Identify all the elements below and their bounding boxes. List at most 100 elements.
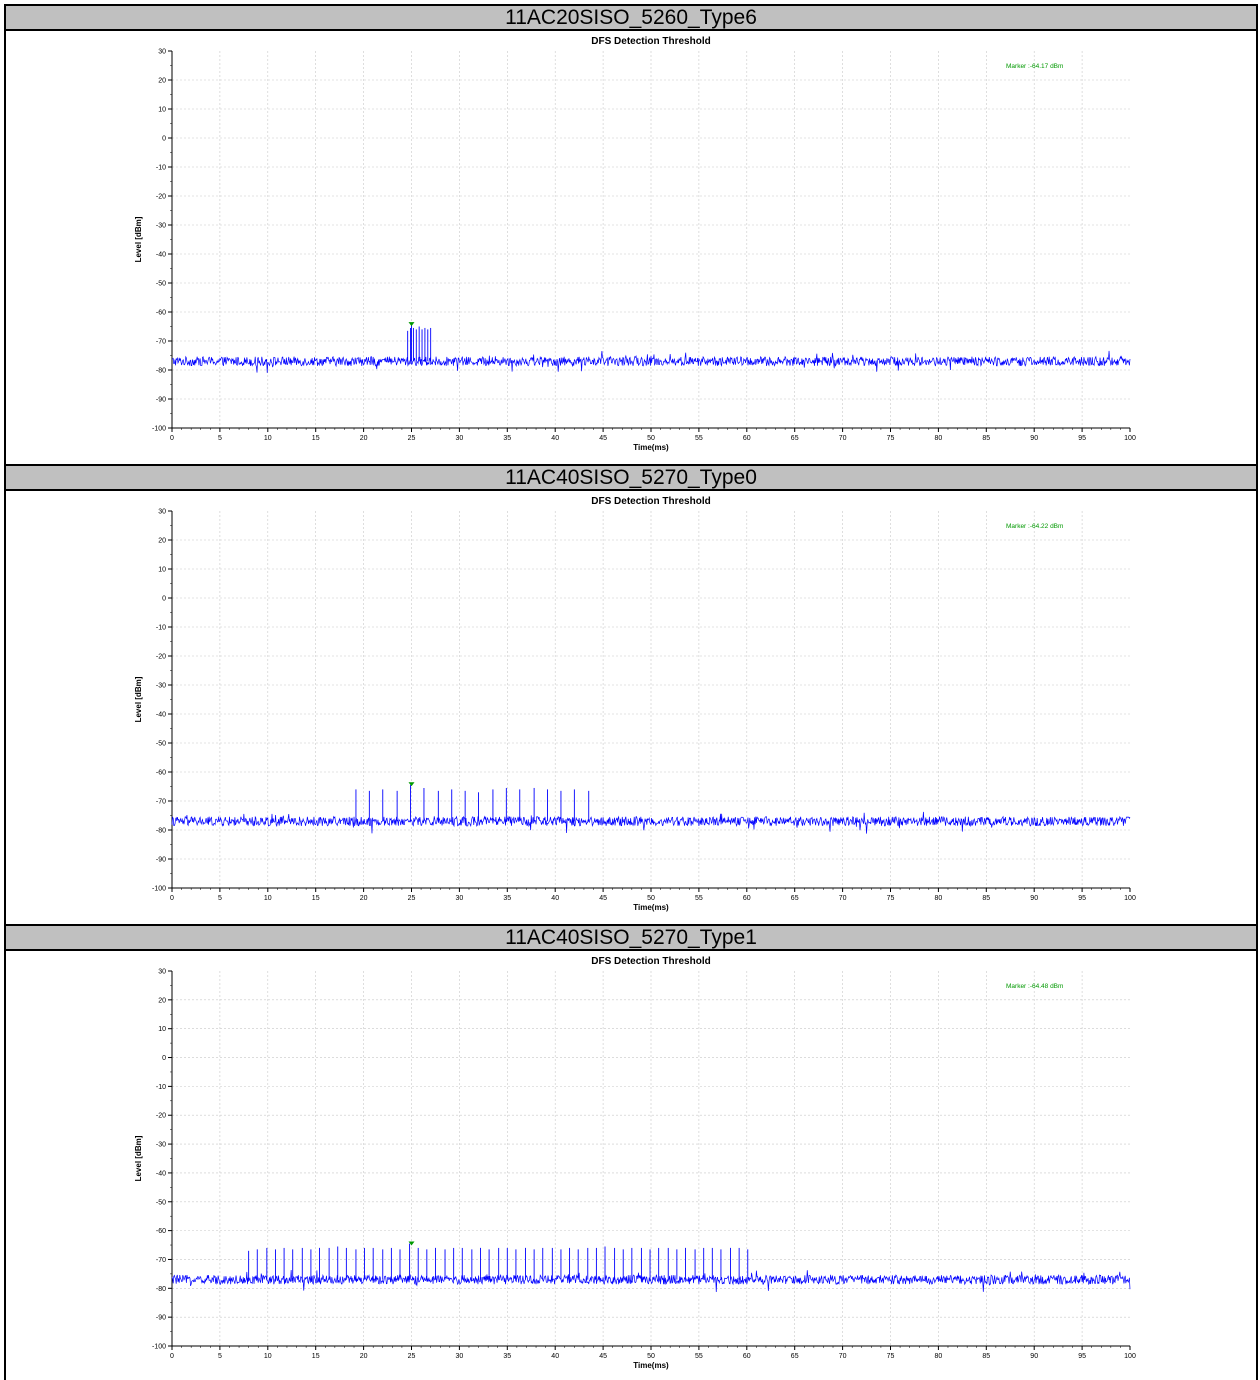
y-tick-label: -80 (156, 828, 166, 835)
x-tick-label: 60 (743, 435, 751, 442)
y-tick-label: 30 (158, 969, 166, 976)
x-tick-label: 70 (839, 895, 847, 902)
x-tick-label: 70 (839, 1353, 847, 1360)
chart-title: DFS Detection Threshold (591, 36, 710, 47)
x-tick-label: 40 (551, 435, 559, 442)
x-tick-label: 50 (647, 435, 655, 442)
y-tick-label: -30 (156, 223, 166, 230)
x-tick-label: 55 (695, 1353, 703, 1360)
x-tick-label: 15 (312, 1353, 320, 1360)
y-tick-label: -70 (156, 339, 166, 346)
x-tick-label: 75 (887, 435, 895, 442)
x-tick-label: 20 (360, 1353, 368, 1360)
x-tick-label: 40 (551, 895, 559, 902)
y-tick-label: -70 (156, 799, 166, 806)
x-tick-label: 75 (887, 895, 895, 902)
x-tick-label: 45 (599, 435, 607, 442)
x-tick-label: 0 (170, 435, 174, 442)
x-tick-label: 95 (1078, 895, 1086, 902)
y-tick-label: 10 (158, 1026, 166, 1033)
y-tick-label: -90 (156, 397, 166, 404)
y-tick-label: -10 (156, 625, 166, 632)
x-tick-label: 65 (791, 895, 799, 902)
y-tick-label: -20 (156, 654, 166, 661)
x-tick-label: 10 (264, 1353, 272, 1360)
x-tick-label: 30 (456, 435, 464, 442)
y-tick-label: -60 (156, 770, 166, 777)
x-tick-label: 35 (503, 895, 511, 902)
x-tick-label: 90 (1030, 435, 1038, 442)
y-tick-label: -100 (152, 886, 166, 893)
noise-trace (171, 350, 1131, 373)
x-tick-label: 90 (1030, 1353, 1038, 1360)
noise-trace (171, 1270, 1131, 1292)
y-tick-label: -10 (156, 165, 166, 172)
x-tick-label: 50 (647, 1353, 655, 1360)
y-tick-label: -40 (156, 252, 166, 259)
noise-trace (171, 811, 1131, 834)
y-tick-label: -40 (156, 1170, 166, 1177)
x-tick-label: 45 (599, 895, 607, 902)
x-tick-label: 15 (312, 435, 320, 442)
chart-panel-2: 11AC40SISO_5270_Type0 DFS Detection Thre… (6, 464, 1256, 924)
chart-title: DFS Detection Threshold (591, 956, 710, 967)
chart-title: DFS Detection Threshold (591, 496, 710, 507)
x-tick-label: 25 (408, 895, 416, 902)
x-tick-label: 45 (599, 1353, 607, 1360)
x-tick-label: 80 (935, 1353, 943, 1360)
y-tick-label: 0 (162, 136, 166, 143)
x-tick-label: 100 (1124, 895, 1136, 902)
x-axis-label: Time(ms) (633, 903, 669, 912)
x-tick-label: 95 (1078, 1353, 1086, 1360)
x-tick-label: 85 (982, 435, 990, 442)
x-tick-label: 65 (791, 1353, 799, 1360)
x-tick-label: 15 (312, 895, 320, 902)
y-tick-label: -20 (156, 1113, 166, 1120)
y-tick-label: -50 (156, 1199, 166, 1206)
document-sheet: 11AC20SISO_5260_Type6 DFS Detection Thre… (4, 4, 1258, 1380)
y-tick-label: -50 (156, 741, 166, 748)
x-tick-label: 30 (456, 1353, 464, 1360)
chart-panel-3: 11AC40SISO_5270_Type1 DFS Detection Thre… (6, 924, 1256, 1380)
y-tick-label: -30 (156, 683, 166, 690)
y-tick-label: 30 (158, 509, 166, 516)
y-tick-label: -30 (156, 1142, 166, 1149)
x-tick-label: 0 (170, 895, 174, 902)
x-tick-label: 95 (1078, 435, 1086, 442)
x-tick-label: 55 (695, 435, 703, 442)
x-tick-label: 100 (1124, 1353, 1136, 1360)
chart-panel-1: 11AC20SISO_5260_Type6 DFS Detection Thre… (6, 4, 1256, 464)
x-tick-label: 70 (839, 435, 847, 442)
y-tick-label: 20 (158, 78, 166, 85)
marker-triangle (408, 782, 415, 787)
y-axis-label: Level [dBm] (134, 216, 143, 262)
x-tick-label: 5 (218, 1353, 222, 1360)
y-tick-label: -90 (156, 1315, 166, 1322)
chart-svg-1: DFS Detection Threshold 0 5 10 15 20 25 30 35 40 4… (134, 36, 1136, 452)
x-tick-label: 50 (647, 895, 655, 902)
y-tick-label: -70 (156, 1257, 166, 1264)
y-tick-label: -90 (156, 857, 166, 864)
marker-triangle (408, 322, 415, 327)
y-tick-label: -80 (156, 368, 166, 375)
x-tick-label: 10 (264, 895, 272, 902)
x-tick-label: 30 (456, 895, 464, 902)
y-axis-label: Level [dBm] (134, 676, 143, 722)
chart-svg-3: DFS Detection Threshold 0 5 10 15 20 25 30 35 40 4… (134, 956, 1136, 1370)
chart-svg-2: DFS Detection Threshold 0 5 10 15 20 25 30 35 40 4… (134, 496, 1136, 912)
x-tick-label: 55 (695, 895, 703, 902)
y-tick-label: 10 (158, 107, 166, 114)
x-tick-label: 75 (887, 1353, 895, 1360)
x-tick-label: 20 (360, 435, 368, 442)
y-tick-label: 0 (162, 596, 166, 603)
y-tick-label: 10 (158, 567, 166, 574)
x-tick-label: 90 (1030, 895, 1038, 902)
y-tick-label: 30 (158, 49, 166, 56)
marker-readout: Marker :-64.48 dBm (1006, 983, 1063, 990)
x-tick-label: 5 (218, 895, 222, 902)
panel-title: 11AC20SISO_5260_Type6 (6, 4, 1256, 31)
panel-title: 11AC40SISO_5270_Type0 (6, 464, 1256, 491)
x-tick-label: 35 (503, 435, 511, 442)
x-tick-label: 85 (982, 1353, 990, 1360)
marker-triangle (408, 1241, 415, 1246)
